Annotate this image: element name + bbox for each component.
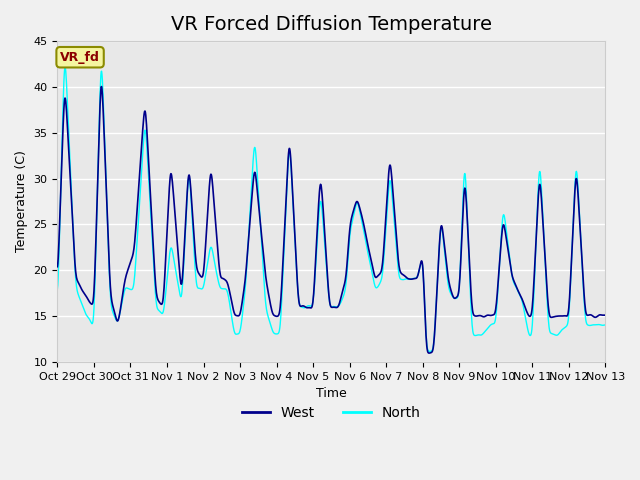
North	[54, 286, 61, 291]
North	[417, 261, 424, 266]
West	[163, 243, 170, 249]
West	[54, 264, 61, 270]
X-axis label: Time: Time	[316, 387, 347, 400]
Y-axis label: Temperature (C): Temperature (C)	[15, 151, 28, 252]
North	[602, 322, 609, 328]
West	[98, 84, 106, 89]
North	[163, 284, 170, 289]
West	[425, 350, 433, 356]
West	[602, 312, 609, 318]
North	[537, 179, 545, 185]
North	[489, 321, 497, 327]
North	[426, 348, 434, 354]
West	[537, 190, 545, 196]
North	[176, 290, 184, 296]
Line: North: North	[58, 67, 605, 351]
North	[61, 64, 69, 70]
Legend: West, North: West, North	[237, 400, 426, 425]
West	[237, 307, 244, 312]
Line: West: West	[58, 86, 605, 353]
West	[489, 312, 497, 318]
Title: VR Forced Diffusion Temperature: VR Forced Diffusion Temperature	[171, 15, 492, 34]
Text: VR_fd: VR_fd	[60, 51, 100, 64]
West	[417, 260, 424, 266]
West	[176, 269, 184, 275]
North	[237, 323, 244, 329]
